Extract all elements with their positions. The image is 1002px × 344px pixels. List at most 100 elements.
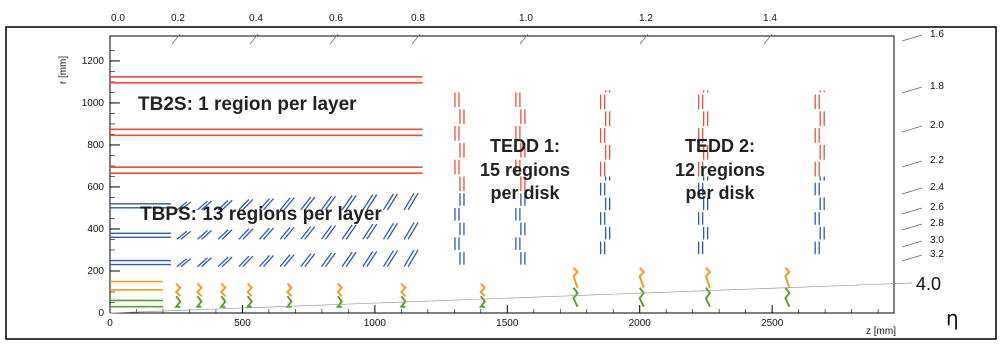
tbps-tilted-module <box>300 226 312 240</box>
eta-right-label: 1.8 <box>930 81 944 92</box>
y-tick-label: 800 <box>87 140 104 151</box>
tedd2-label-line1: TEDD 2: <box>685 136 755 156</box>
tbps-tilted-module <box>180 230 192 240</box>
eta-big-label: 4.0 <box>916 274 941 294</box>
tbps-tilted-module <box>201 200 212 211</box>
tbps-label: TBPS: 13 regions per layer <box>140 204 382 225</box>
tbps-tilted-module <box>259 254 270 268</box>
eta-top-line <box>519 33 529 45</box>
pixel-disk-outer <box>219 282 227 297</box>
tbps-tilted-module <box>407 192 419 211</box>
tbps-tilted-module <box>304 253 316 267</box>
tbps-tilted-module <box>242 199 254 211</box>
tbps-tilted-module <box>407 249 419 267</box>
tbps-tilted-module <box>324 195 337 211</box>
eta-right-label: 2.2 <box>930 155 944 166</box>
eta-top-line <box>171 33 181 45</box>
y-tick-label: 1000 <box>82 98 105 109</box>
tbps-tilted-module <box>176 201 188 211</box>
eta-top-label: 1.0 <box>519 13 533 24</box>
eta-right-line <box>901 207 923 215</box>
tedd2-label-line3: per disk <box>685 183 755 203</box>
tbps-tilted-module <box>403 249 415 267</box>
tbps-tilted-module <box>345 224 357 240</box>
tbps-tilted-module <box>304 226 316 240</box>
tbps-tilted-module <box>341 251 353 267</box>
eta-right-label: 3.0 <box>930 235 944 246</box>
eta-right-line <box>901 34 923 42</box>
pixel-disk-inner <box>399 295 407 308</box>
eta-symbol: η <box>946 306 959 330</box>
tbps-tilted-module <box>238 199 250 211</box>
pixel-disk-outer <box>704 267 712 289</box>
tbps-tilted-module <box>382 222 395 240</box>
eta-right-line <box>901 125 923 133</box>
tbps-tilted-module <box>263 227 274 240</box>
tbps-tilted-module <box>324 252 337 267</box>
eta-top-label: 0.2 <box>171 13 185 24</box>
y-tick-label: 200 <box>87 266 104 277</box>
x-tick-label: 2500 <box>761 318 784 329</box>
pixel-disk-outer <box>399 282 407 297</box>
tbps-tilted-module <box>221 256 233 268</box>
pixel-disk-inner <box>195 295 203 308</box>
tbps-tilted-module <box>320 225 333 240</box>
tbps-tilted-module <box>345 251 357 267</box>
tb2s-label: TB2S: 1 region per layer <box>138 94 357 115</box>
tbps-tilted-module <box>197 257 208 268</box>
x-tick-label: 500 <box>234 318 251 329</box>
tbps-tilted-module <box>407 222 419 240</box>
tbps-tilted-module <box>279 197 291 211</box>
tbps-tilted-module <box>386 222 399 240</box>
plot-frame <box>109 35 895 314</box>
eta-top-line <box>411 33 421 45</box>
y-tick-label: 600 <box>87 182 104 193</box>
eta-right-label: 1.6 <box>930 29 944 40</box>
tbps-tilted-module <box>180 201 192 211</box>
tbps-tilted-module <box>283 197 295 211</box>
tbps-tilted-module <box>362 251 374 267</box>
pixel-disk-outer <box>174 282 182 297</box>
tbps-tilted-module <box>238 228 250 240</box>
tbps-tilted-module <box>283 226 295 240</box>
pixel-disk-inner <box>638 287 645 308</box>
tbps-tilted-module <box>382 250 395 267</box>
eta-right-line <box>901 86 923 94</box>
pixel-disk-outer <box>572 267 579 289</box>
eta-top-line <box>639 33 649 45</box>
tedd-disks <box>454 90 825 265</box>
tbps-tilted-module <box>263 198 274 211</box>
eta-top-label: 0.8 <box>411 13 425 24</box>
tbps-tilted-module <box>259 227 270 240</box>
eta-right-label: 3.2 <box>930 249 944 260</box>
tbps-tilted-module <box>238 255 250 268</box>
tbps-tilted-module <box>386 193 399 211</box>
tbps-tilted-module <box>362 223 374 240</box>
pixel-disks <box>110 267 791 308</box>
tbps-tilted-module <box>263 254 274 268</box>
y-tick-label: 400 <box>87 224 104 235</box>
x-tick-label: 1000 <box>364 318 387 329</box>
tbps-tilted-module <box>197 229 208 240</box>
tbps-tilted-module <box>217 199 229 211</box>
tbps-tilted-module <box>345 195 357 211</box>
tbps-tilted-module <box>366 251 378 267</box>
x-tick-label: 1500 <box>496 318 519 329</box>
eta-top-label: 1.4 <box>763 13 777 24</box>
eta-top-label: 0.4 <box>249 13 263 24</box>
tedd2-label-line2: 12 regions <box>675 160 765 180</box>
pixel-disk-inner <box>174 295 182 308</box>
pixel-disk-outer <box>336 282 344 297</box>
x-axis-label: z [mm] <box>866 326 896 337</box>
tbps-tilted-module <box>197 200 208 211</box>
axes: 0 200 400 600 800 1000 1200 0 500 1000 1500 2000 250… <box>82 35 895 329</box>
tbps-tilted-module <box>176 258 188 268</box>
tbps-tilted-module <box>382 193 395 211</box>
tbps-tilted-module <box>324 225 337 240</box>
pixel-disk-inner <box>335 295 344 308</box>
y-tick-label: 1200 <box>82 56 105 67</box>
eta-4-line <box>109 282 913 314</box>
tbps-tilted-module <box>341 195 353 211</box>
tbps-tilted-module <box>320 252 333 267</box>
